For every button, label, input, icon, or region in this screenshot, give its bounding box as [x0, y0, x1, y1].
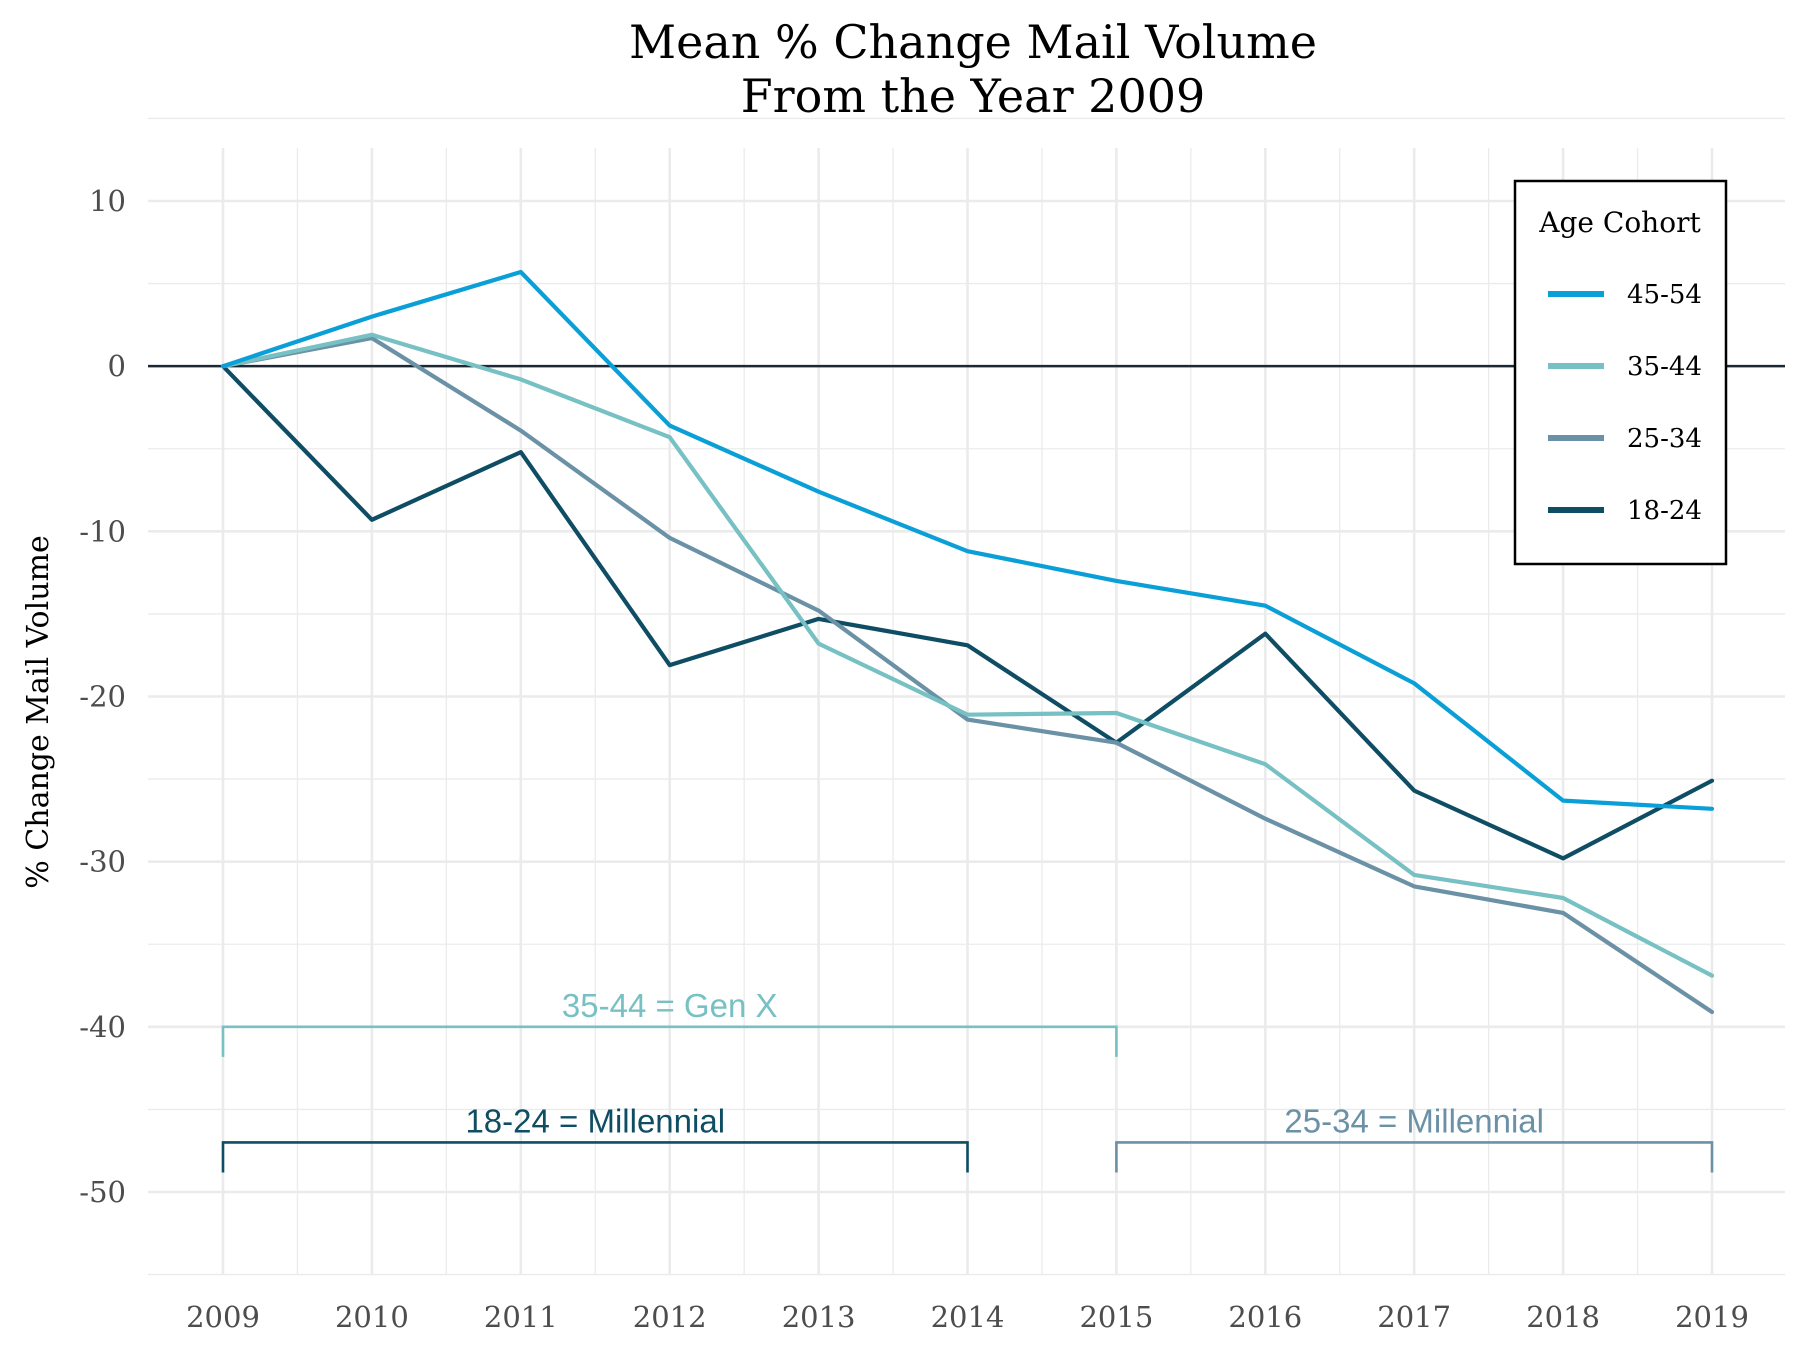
series-line-45-54	[220, 269, 1715, 811]
y-tick-label: -10	[79, 514, 126, 548]
legend-box	[1513, 179, 1728, 566]
y-tick-label: -50	[79, 1175, 126, 1209]
x-tick-label: 2016	[1228, 1300, 1302, 1334]
chart-title-line-1: Mean % Change Mail Volume	[629, 15, 1317, 69]
x-tick-label: 2019	[1675, 1300, 1749, 1334]
x-tick-label: 2018	[1526, 1300, 1600, 1334]
y-tick-label: 10	[89, 184, 126, 218]
legend-title: Age Cohort	[1538, 206, 1701, 239]
x-tick-label: 2015	[1079, 1300, 1153, 1334]
annotation-bracket	[1115, 1141, 1714, 1173]
annotation-label: 25-34 = Millennial	[1284, 1102, 1544, 1139]
annotation-label: 18-24 = Millennial	[465, 1102, 725, 1139]
x-tick-label: 2010	[335, 1300, 409, 1334]
legend-label: 35-44	[1627, 352, 1702, 382]
series-lines	[220, 269, 1715, 1015]
x-tick-label: 2011	[484, 1300, 558, 1334]
y-tick-label: -30	[79, 845, 126, 879]
x-tick-label: 2013	[782, 1300, 856, 1334]
legend: Age Cohort 45-54 35-44 25-34 18-24	[1513, 179, 1728, 566]
x-tick-label: 2014	[931, 1300, 1005, 1334]
series-line-18-24	[220, 364, 1715, 861]
x-tick-label: 2009	[186, 1300, 260, 1334]
y-tick-label: -20	[79, 680, 126, 714]
annotation-bracket	[221, 1025, 1118, 1057]
y-tick-label: 0	[108, 349, 126, 383]
y-tick-label: -40	[79, 1010, 126, 1044]
annotation-bracket	[221, 1141, 969, 1173]
series-line-25-34	[220, 336, 1715, 1015]
cohort-annotations: 35-44 = Gen X 18-24 = Millennial 25-34 = M…	[221, 987, 1714, 1173]
legend-label: 45-54	[1627, 280, 1702, 310]
chart-title-line-2: From the Year 2009	[741, 69, 1206, 123]
y-axis-label: % Change Mail Volume	[21, 535, 56, 888]
legend-label: 18-24	[1627, 496, 1702, 526]
annotation-label: 35-44 = Gen X	[562, 987, 778, 1024]
series-line-35-44	[220, 332, 1715, 978]
x-tick-label: 2012	[633, 1300, 707, 1334]
legend-label: 25-34	[1627, 424, 1702, 454]
axis-ticks: 2009 2010 2011 2012 2013 2014 2015 2016 2017 2018…	[79, 184, 1749, 1334]
x-tick-label: 2017	[1377, 1300, 1451, 1334]
